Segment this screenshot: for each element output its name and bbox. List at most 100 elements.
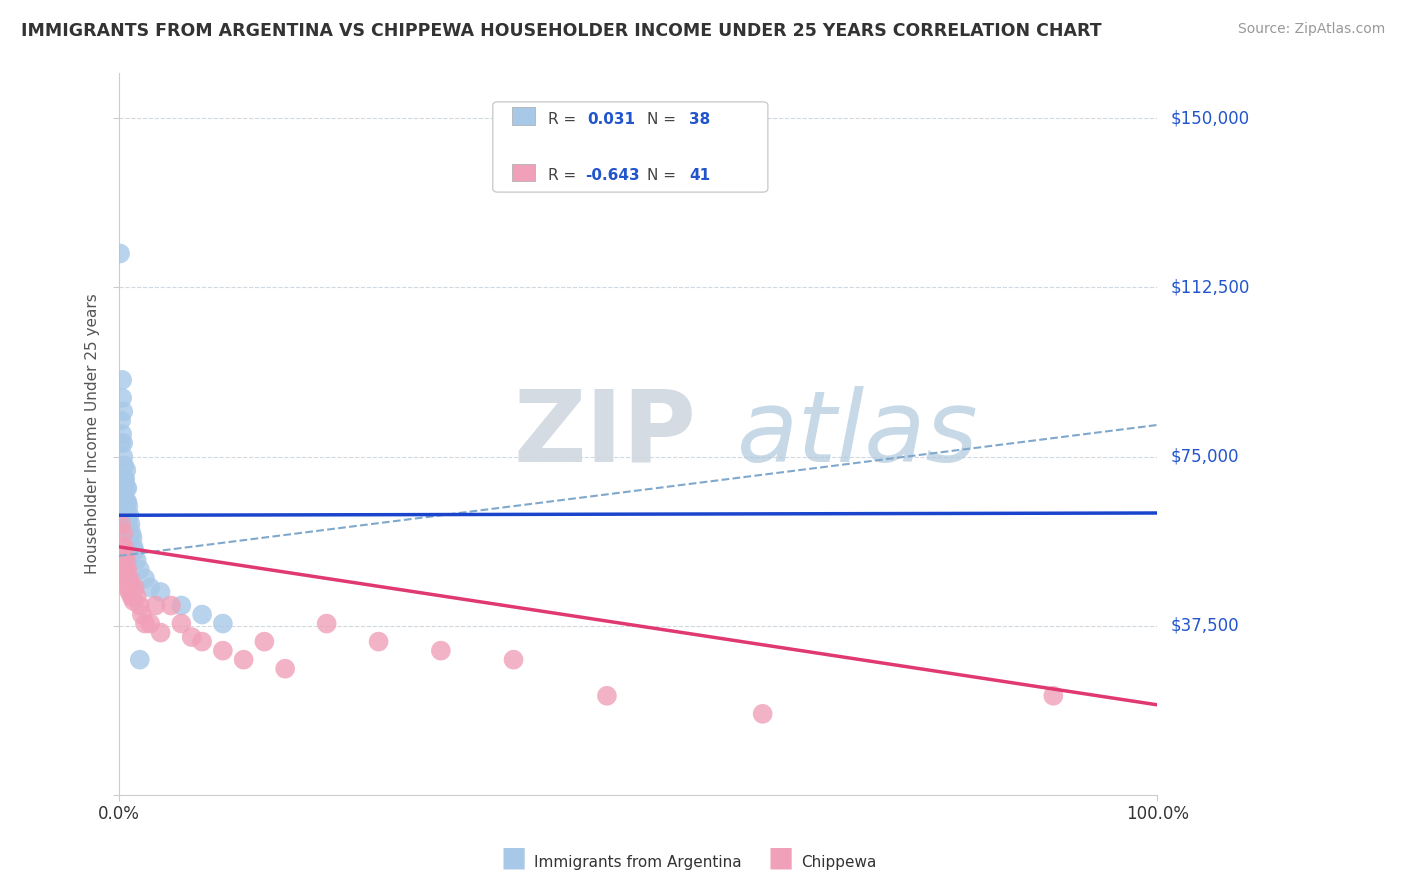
- Point: [122, 594, 145, 608]
- Point: [134, 571, 156, 585]
- Text: $150,000: $150,000: [1171, 109, 1250, 128]
- Text: $37,500: $37,500: [1171, 617, 1240, 635]
- Point: [134, 616, 156, 631]
- Point: [160, 599, 183, 613]
- Point: [191, 634, 214, 648]
- Point: [191, 607, 214, 622]
- Point: [112, 458, 135, 473]
- Text: N =: N =: [647, 168, 682, 183]
- Point: [117, 576, 139, 591]
- Text: 38: 38: [689, 112, 710, 127]
- Point: [232, 653, 254, 667]
- Text: IMMIGRANTS FROM ARGENTINA VS CHIPPEWA HOUSEHOLDER INCOME UNDER 25 YEARS CORRELAT: IMMIGRANTS FROM ARGENTINA VS CHIPPEWA HO…: [21, 22, 1102, 40]
- Text: $75,000: $75,000: [1171, 448, 1240, 466]
- Text: Immigrants from Argentina: Immigrants from Argentina: [534, 855, 742, 870]
- Point: [118, 585, 141, 599]
- Point: [430, 643, 453, 657]
- Text: Source: ZipAtlas.com: Source: ZipAtlas.com: [1237, 22, 1385, 37]
- Text: $112,500: $112,500: [1171, 278, 1250, 296]
- Point: [108, 246, 131, 260]
- Point: [110, 517, 132, 532]
- Point: [111, 373, 134, 387]
- Point: [128, 562, 150, 576]
- Point: [122, 540, 145, 554]
- Point: [112, 450, 135, 464]
- Text: R =: R =: [548, 112, 581, 127]
- Point: [114, 549, 136, 563]
- Text: Chippewa: Chippewa: [801, 855, 877, 870]
- Point: [274, 662, 297, 676]
- Point: [502, 653, 524, 667]
- Point: [367, 634, 389, 648]
- Point: [121, 526, 143, 541]
- Point: [118, 508, 141, 523]
- Text: -0.643: -0.643: [585, 168, 640, 183]
- Point: [111, 391, 134, 405]
- Point: [131, 607, 153, 622]
- FancyBboxPatch shape: [512, 108, 536, 125]
- Point: [180, 630, 202, 644]
- Point: [114, 472, 136, 486]
- Point: [145, 599, 167, 613]
- Point: [115, 571, 138, 585]
- Point: [115, 494, 138, 508]
- Point: [114, 562, 136, 576]
- Y-axis label: Householder Income Under 25 years: Householder Income Under 25 years: [86, 293, 100, 574]
- Point: [128, 653, 150, 667]
- Point: [115, 463, 138, 477]
- Point: [121, 590, 143, 604]
- Point: [114, 494, 136, 508]
- Text: R =: R =: [548, 168, 581, 183]
- Point: [125, 590, 148, 604]
- Point: [112, 540, 135, 554]
- Point: [315, 616, 337, 631]
- Point: [117, 517, 139, 532]
- Point: [149, 625, 172, 640]
- FancyBboxPatch shape: [512, 164, 536, 181]
- Text: ZIP: ZIP: [513, 385, 696, 483]
- Point: [170, 599, 193, 613]
- Point: [139, 616, 162, 631]
- Text: N =: N =: [647, 112, 682, 127]
- Point: [112, 526, 135, 541]
- Point: [253, 634, 276, 648]
- Point: [121, 585, 143, 599]
- Text: 41: 41: [689, 168, 710, 183]
- Point: [124, 581, 146, 595]
- Point: [751, 706, 773, 721]
- Point: [117, 508, 139, 523]
- Text: 0.031: 0.031: [588, 112, 636, 127]
- Point: [128, 599, 150, 613]
- Point: [125, 553, 148, 567]
- Point: [111, 427, 134, 442]
- Text: ■: ■: [768, 843, 793, 871]
- Point: [120, 581, 142, 595]
- Point: [170, 616, 193, 631]
- Point: [149, 585, 172, 599]
- Point: [212, 643, 235, 657]
- Point: [596, 689, 619, 703]
- Point: [120, 517, 142, 532]
- Point: [112, 481, 135, 495]
- Point: [112, 472, 135, 486]
- Point: [1042, 689, 1064, 703]
- Point: [117, 494, 139, 508]
- Point: [139, 581, 162, 595]
- Point: [121, 531, 143, 545]
- Point: [117, 500, 139, 514]
- Point: [112, 553, 135, 567]
- Point: [124, 544, 146, 558]
- Point: [117, 562, 139, 576]
- Point: [212, 616, 235, 631]
- Point: [112, 404, 135, 418]
- Text: ■: ■: [501, 843, 526, 871]
- Point: [112, 436, 135, 450]
- FancyBboxPatch shape: [492, 102, 768, 192]
- Point: [111, 540, 134, 554]
- Point: [117, 581, 139, 595]
- Point: [115, 553, 138, 567]
- Point: [110, 413, 132, 427]
- Point: [110, 436, 132, 450]
- Point: [118, 571, 141, 585]
- Point: [118, 526, 141, 541]
